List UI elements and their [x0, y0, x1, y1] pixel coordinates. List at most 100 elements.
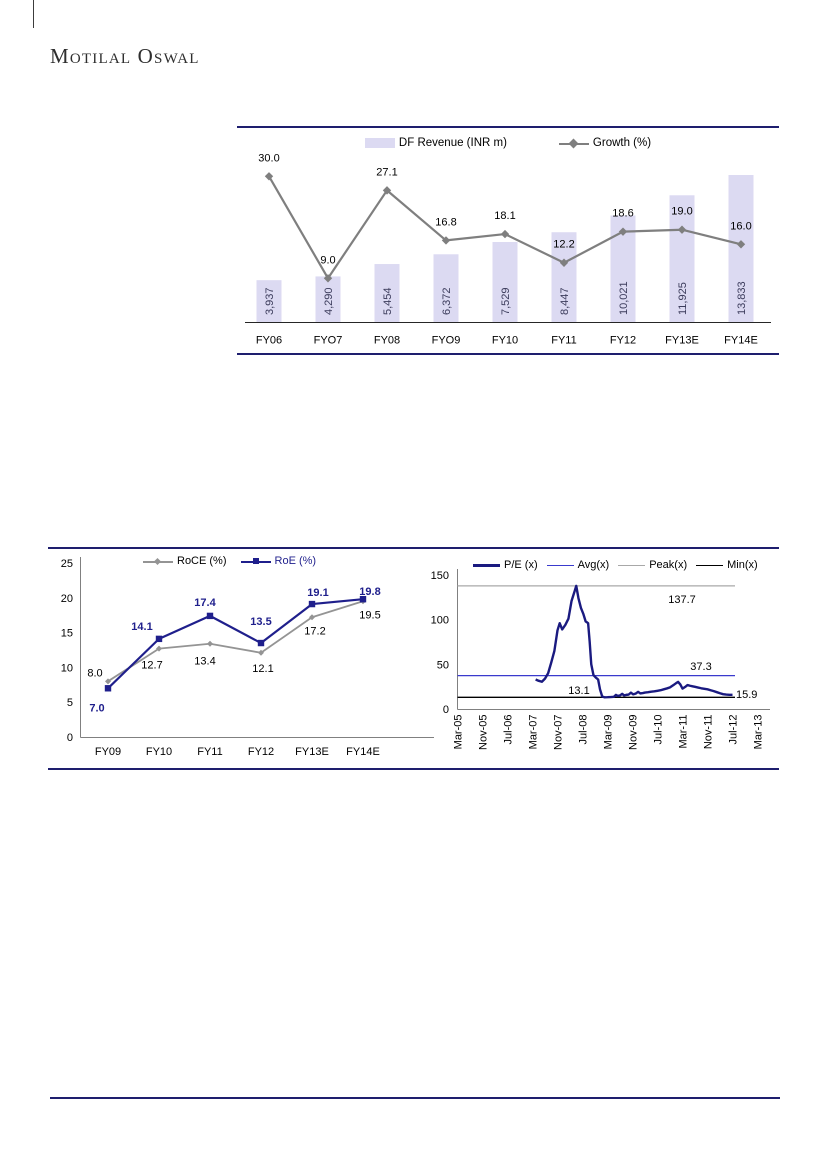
svg-text:Mar-07: Mar-07 — [528, 715, 540, 750]
svg-text:8.0: 8.0 — [87, 667, 102, 679]
pe-legend-avg-label: Avg(x) — [577, 559, 610, 571]
pe-legend-min-item: Min(x) — [696, 559, 758, 571]
svg-text:0: 0 — [67, 732, 73, 744]
pe-legend: P/E (x) Avg(x) Peak(x) Min(x) — [473, 559, 758, 571]
svg-text:FY14E: FY14E — [346, 746, 380, 758]
returns-legend: RoCE (%) RoE (%) — [143, 555, 316, 567]
svg-text:18.6: 18.6 — [612, 208, 633, 220]
bottom-panel-top-rule — [48, 547, 779, 549]
svg-text:11,925: 11,925 — [677, 282, 689, 315]
svg-text:FY06: FY06 — [256, 335, 282, 347]
revenue-legend-bar-item: DF Revenue (INR m) — [364, 137, 507, 149]
returns-legend-roe-label: RoE (%) — [274, 555, 317, 567]
brand-logo: Motilal Oswal — [50, 44, 200, 68]
svg-text:27.1: 27.1 — [376, 166, 397, 178]
pe-legend-pe-item: P/E (x) — [473, 559, 538, 571]
svg-text:17.2: 17.2 — [304, 625, 325, 637]
svg-text:Nov-05: Nov-05 — [478, 715, 490, 750]
bottom-panel-bottom-rule — [48, 768, 779, 770]
page-bottom-rule — [50, 1097, 780, 1099]
svg-text:19.1: 19.1 — [307, 587, 328, 599]
page-corner-mark — [33, 0, 34, 28]
svg-text:Jul-06: Jul-06 — [503, 715, 515, 745]
svg-text:Mar-11: Mar-11 — [678, 715, 690, 749]
svg-text:Jul-08: Jul-08 — [578, 715, 590, 745]
svg-text:13.1: 13.1 — [568, 685, 589, 697]
svg-text:FY09: FY09 — [95, 746, 121, 758]
pe-legend-peak-label: Peak(x) — [649, 559, 688, 571]
svg-text:FY11: FY11 — [551, 335, 576, 347]
svg-text:9.0: 9.0 — [320, 254, 335, 266]
svg-text:100: 100 — [431, 615, 449, 627]
svg-text:FY12: FY12 — [610, 335, 636, 347]
svg-text:17.4: 17.4 — [194, 597, 216, 609]
svg-text:10: 10 — [61, 662, 73, 674]
revenue-chart-bottom-rule — [237, 353, 779, 355]
svg-text:5: 5 — [67, 697, 73, 709]
avg-line-icon — [546, 560, 574, 571]
svg-text:13,833: 13,833 — [736, 281, 748, 315]
svg-text:4,290: 4,290 — [323, 287, 335, 315]
svg-text:37.3: 37.3 — [690, 661, 711, 673]
svg-text:FY12: FY12 — [248, 746, 274, 758]
svg-text:Jul-10: Jul-10 — [653, 715, 665, 745]
roe-line-square-icon — [240, 556, 271, 567]
revenue-legend: DF Revenue (INR m) Growth (%) — [237, 137, 819, 149]
svg-text:16.8: 16.8 — [435, 216, 456, 228]
svg-text:15.9: 15.9 — [736, 689, 757, 701]
svg-text:137.7: 137.7 — [668, 594, 696, 606]
svg-text:19.8: 19.8 — [359, 586, 380, 598]
svg-text:FY10: FY10 — [492, 335, 518, 347]
svg-text:25: 25 — [61, 558, 73, 570]
svg-text:3,937: 3,937 — [264, 287, 276, 315]
pe-legend-min-label: Min(x) — [727, 559, 758, 571]
svg-text:7,529: 7,529 — [500, 287, 512, 315]
returns-legend-roce-item: RoCE (%) — [143, 555, 227, 567]
svg-text:12.1: 12.1 — [252, 663, 273, 675]
svg-text:50: 50 — [437, 659, 449, 671]
svg-text:10,021: 10,021 — [618, 281, 630, 315]
pe-legend-pe-label: P/E (x) — [504, 559, 538, 571]
svg-text:8,447: 8,447 — [559, 287, 571, 315]
pe-legend-peak-item: Peak(x) — [618, 559, 687, 571]
svg-text:18.1: 18.1 — [494, 210, 515, 222]
svg-text:FY08: FY08 — [374, 335, 400, 347]
svg-text:13.4: 13.4 — [194, 656, 215, 668]
svg-text:FYO9: FYO9 — [432, 335, 461, 347]
svg-text:150: 150 — [431, 570, 449, 582]
svg-text:Mar-13: Mar-13 — [753, 715, 765, 750]
svg-text:Nov-09: Nov-09 — [628, 715, 640, 750]
revenue-legend-growth-label: Growth (%) — [592, 137, 652, 149]
svg-text:7.0: 7.0 — [89, 702, 104, 714]
roce-line-diamond-icon — [143, 556, 173, 567]
returns-legend-roce-label: RoCE (%) — [177, 555, 227, 567]
svg-text:6,372: 6,372 — [441, 287, 453, 315]
svg-text:0: 0 — [443, 704, 449, 716]
svg-text:FY10: FY10 — [146, 746, 172, 758]
svg-text:20: 20 — [61, 593, 73, 605]
svg-text:5,454: 5,454 — [382, 287, 394, 315]
revenue-legend-bar-label: DF Revenue (INR m) — [398, 137, 507, 149]
svg-text:FY14E: FY14E — [724, 335, 758, 347]
returns-legend-roe-item: RoE (%) — [240, 555, 317, 567]
svg-text:30.0: 30.0 — [258, 152, 279, 164]
bar-swatch-icon — [364, 138, 395, 148]
svg-text:15: 15 — [61, 628, 73, 640]
min-line-icon — [696, 560, 724, 571]
svg-text:13.5: 13.5 — [250, 616, 271, 628]
svg-text:Mar-09: Mar-09 — [603, 715, 615, 750]
svg-text:Jul-12: Jul-12 — [728, 715, 740, 745]
svg-text:19.0: 19.0 — [671, 206, 692, 218]
peak-line-icon — [618, 560, 646, 571]
svg-text:Nov-07: Nov-07 — [553, 715, 565, 750]
revenue-legend-growth-item: Growth (%) — [558, 137, 652, 149]
svg-text:19.5: 19.5 — [359, 609, 380, 621]
svg-text:Mar-05: Mar-05 — [453, 715, 465, 750]
svg-text:14.1: 14.1 — [131, 621, 152, 633]
revenue-chart-plot: 3,937 4,290 5,454 6,372 7,529 8,447 10,021 11,9… — [245, 152, 771, 347]
svg-text:16.0: 16.0 — [730, 220, 751, 232]
revenue-chart-top-rule — [237, 126, 779, 128]
svg-text:Nov-11: Nov-11 — [703, 715, 715, 750]
svg-text:FY11: FY11 — [197, 746, 222, 758]
